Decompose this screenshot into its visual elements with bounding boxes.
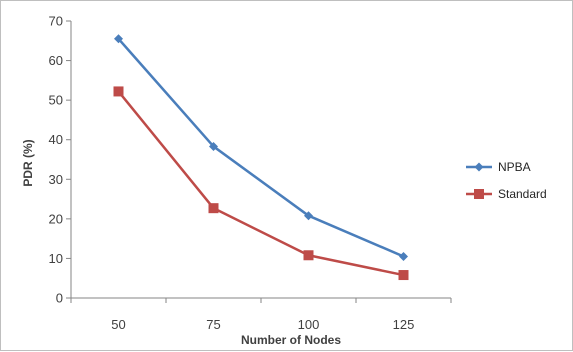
x-tick-label: 100 bbox=[298, 317, 320, 332]
data-point-standard bbox=[208, 203, 219, 214]
x-tick-label: 125 bbox=[393, 317, 415, 332]
x-tick-label: 50 bbox=[111, 317, 125, 332]
legend-marker-standard bbox=[474, 189, 484, 199]
series-npba bbox=[114, 34, 408, 261]
series-standard bbox=[113, 86, 409, 281]
x-tick-label: 75 bbox=[206, 317, 220, 332]
x-axis-title: Number of Nodes bbox=[241, 333, 341, 347]
y-tick-label: 20 bbox=[49, 211, 63, 226]
series-layer bbox=[113, 34, 409, 281]
y-tick-label: 70 bbox=[49, 14, 63, 29]
series-line-standard bbox=[117, 90, 404, 277]
y-tick-label: 60 bbox=[49, 53, 63, 68]
y-tick-label: 30 bbox=[49, 172, 63, 187]
y-tick-label: 0 bbox=[56, 291, 63, 306]
data-point-standard bbox=[113, 86, 124, 97]
data-point-npba bbox=[304, 211, 313, 221]
legend-item-standard: Standard bbox=[466, 187, 547, 201]
data-point-npba bbox=[399, 251, 408, 261]
data-point-npba bbox=[114, 34, 123, 44]
data-point-standard bbox=[303, 250, 314, 261]
y-axis: 0 10 20 30 40 50 60 70 bbox=[49, 14, 71, 306]
data-point-npba bbox=[209, 141, 218, 151]
plot-area bbox=[70, 21, 451, 299]
legend-label-npba: NPBA bbox=[498, 160, 531, 174]
legend-item-npba: NPBA bbox=[466, 160, 531, 174]
legend-label-standard: Standard bbox=[498, 187, 547, 201]
y-tick-label: 50 bbox=[49, 93, 63, 108]
y-tick-label: 10 bbox=[49, 251, 63, 266]
legend-marker-npba bbox=[474, 162, 484, 172]
data-point-standard bbox=[398, 270, 409, 281]
series-line-npba bbox=[117, 37, 404, 258]
y-axis-title: PDR (%) bbox=[21, 139, 35, 186]
x-axis: 50 75 100 125 bbox=[70, 298, 452, 332]
y-tick-label: 40 bbox=[49, 132, 63, 147]
legend: NPBA Standard bbox=[466, 160, 547, 201]
